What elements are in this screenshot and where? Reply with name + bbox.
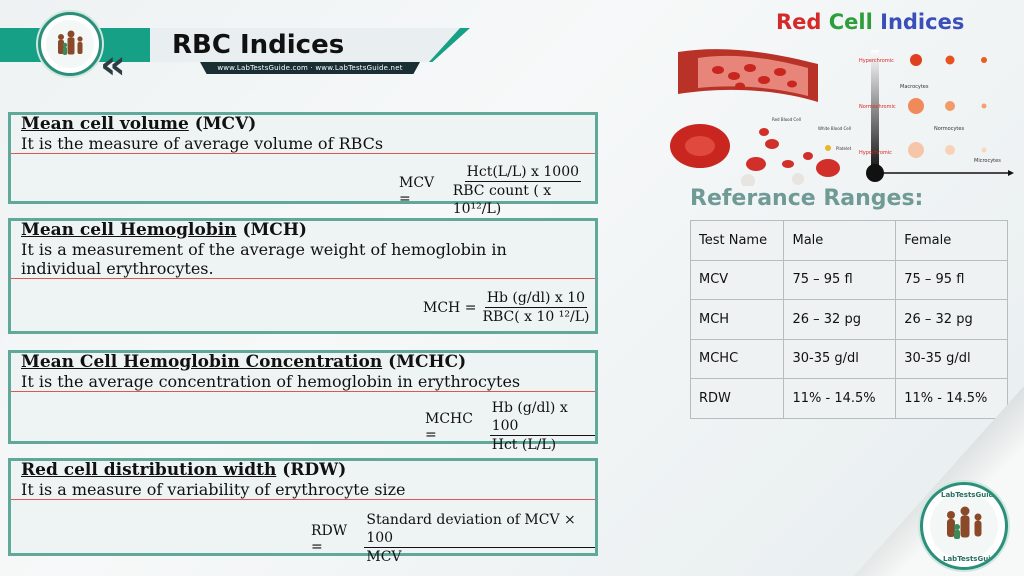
microcytes-label: Microcytes (974, 158, 1001, 164)
formula-lhs: MCHC = (425, 410, 473, 443)
column-header: Test Name (689, 220, 785, 261)
rbc-label: Red Blood Cell (772, 117, 801, 122)
reference-ranges-title: Referance Ranges: (690, 186, 924, 211)
normochromic-label: Normochromic (859, 104, 896, 110)
divider (11, 153, 595, 154)
table-cell: 75 – 95 fl (895, 259, 1008, 300)
rdw-title-abbr: (RDW) (276, 460, 347, 480)
mch-description: It is a measurement of the average weigh… (21, 240, 507, 278)
table-cell: MCV (689, 259, 785, 300)
rdw-description: It is a measure of variability of erythr… (21, 480, 406, 499)
labtestsguide-logo (38, 12, 102, 76)
table-cell: RDW (689, 378, 785, 419)
normocytes-label: Normocytes (934, 126, 964, 132)
table-row: MCH 26 – 32 pg 26 – 32 pg (689, 299, 1008, 340)
mch-formula: MCH = Hb (g/dl) x 10 RBC( x 10 ¹²/L) (423, 289, 591, 326)
title-word-indices: Indices (880, 10, 965, 34)
chevron-left-icon: « (100, 42, 126, 88)
table-cell: 26 – 32 pg (895, 299, 1008, 340)
red-cell-indices-title: Red Cell Indices (776, 10, 964, 34)
mcv-description: It is the measure of average volume of R… (21, 134, 384, 153)
table-header-row: Test Name Male Female (689, 220, 1008, 261)
header-website-links: www.LabTestsGuide.com · www.LabTestsGuid… (200, 62, 420, 74)
formula-numerator: Standard deviation of MCV × 100 (364, 511, 595, 548)
table-cell: MCHC (689, 338, 785, 379)
wbc-label: White Blood Cell (818, 126, 851, 131)
column-header: Male (783, 220, 897, 261)
reference-ranges-table: Test Name Male Female MCV 75 – 95 fl 75 … (689, 220, 1008, 419)
rdw-formula: RDW = Standard deviation of MCV × 100 MCV (311, 511, 595, 566)
header-banner-light (150, 28, 460, 62)
labtestsguide-logo-bottom: LabTestsGuide.com LabTestsGuide.net (920, 482, 1008, 570)
rdw-title-main: Red cell distribution width (21, 460, 277, 480)
formula-denominator: MCV (366, 549, 402, 565)
mch-title-abbr: (MCH) (236, 220, 307, 240)
title-word-red: Red (776, 10, 822, 34)
mchc-title-abbr: (MCHC) (382, 352, 467, 372)
mchc-title-main: Mean Cell Hemoglobin Concentration (21, 352, 383, 372)
divider (11, 278, 595, 279)
logo-text-top: LabTestsGuide.com (941, 491, 1006, 499)
mcv-card: Mean cell volume (MCV) It is the measure… (8, 112, 598, 217)
table-row: MCHC 30-35 g/dl 30-35 g/dl (689, 338, 1008, 379)
table-cell: 11% - 14.5% (783, 378, 897, 419)
hyperchromic-label: Hyperchromic (859, 58, 894, 64)
table-row: RDW 11% - 14.5% 11% - 14.5% (689, 378, 1008, 419)
table-cell: 26 – 32 pg (783, 299, 897, 340)
mchc-card: Mean Cell Hemoglobin Concentration (MCHC… (8, 350, 598, 453)
mch-title: Mean cell Hemoglobin (MCH) (11, 221, 595, 240)
title-word-cell: Cell (828, 10, 873, 34)
mcv-title-abbr: (MCV) (188, 114, 257, 134)
page-title: RBC Indices (172, 30, 345, 60)
formula-lhs: RDW = (311, 522, 348, 555)
column-header: Female (895, 220, 1008, 261)
divider (11, 391, 595, 392)
red-cell-diagram: Red Blood Cell White Blood Cell Platelet… (668, 46, 1018, 196)
table-cell: 75 – 95 fl (783, 259, 897, 300)
mch-card: Mean cell Hemoglobin (MCH) It is a measu… (8, 218, 598, 334)
formula-denominator: RBC( x 10 ¹²/L) (482, 309, 590, 325)
rdw-card: Red cell distribution width (RDW) It is … (8, 458, 598, 565)
formula-denominator: Hct (L/L) (491, 437, 557, 453)
table-cell: 30-35 g/dl (783, 338, 897, 379)
macrocytes-label: Macrocytes (900, 84, 929, 90)
mcv-formula: MCV = Hct(L/L) x 1000 RBC count ( x 10¹²/… (399, 163, 595, 218)
logo-text-bottom: LabTestsGuide.net (943, 555, 1005, 563)
table-cell: MCH (689, 299, 785, 340)
divider (11, 499, 595, 500)
formula-denominator: RBC count ( x 10¹²/L) (452, 183, 552, 217)
hypochromic-label: Hypochromic (859, 150, 892, 156)
formula-lhs: MCH = (423, 299, 477, 316)
formula-numerator: Hct(L/L) x 1000 (464, 164, 582, 182)
mcv-title: Mean cell volume (MCV) (11, 115, 595, 134)
table-row: MCV 75 – 95 fl 75 – 95 fl (689, 259, 1008, 300)
platelet-label: Platelet (836, 146, 852, 151)
table-cell: 30-35 g/dl (895, 338, 1008, 379)
formula-lhs: MCV = (399, 174, 435, 207)
formula-numerator: Hb (g/dl) x 10 (484, 290, 588, 308)
mch-title-main: Mean cell Hemoglobin (21, 220, 237, 240)
rdw-title: Red cell distribution width (RDW) (11, 461, 595, 480)
mchc-description: It is the average concentration of hemog… (21, 372, 521, 391)
mchc-title: Mean Cell Hemoglobin Concentration (MCHC… (11, 353, 595, 372)
mchc-formula: MCHC = Hb (g/dl) x 100 Hct (L/L) (425, 399, 595, 454)
table-cell: 11% - 14.5% (895, 378, 1008, 419)
mcv-title-main: Mean cell volume (21, 114, 189, 134)
formula-numerator: Hb (g/dl) x 100 (489, 399, 595, 436)
